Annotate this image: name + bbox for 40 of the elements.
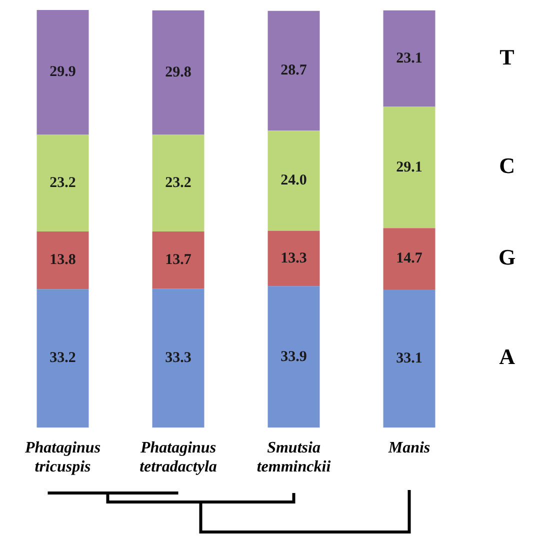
bar xyxy=(36,134,89,232)
data-label: 33.3 xyxy=(165,350,192,366)
bar xyxy=(36,289,89,428)
text: G xyxy=(498,244,516,270)
data-label: 13.3 xyxy=(280,250,307,266)
data-label: 13.7 xyxy=(165,252,192,268)
data-label: 28.7 xyxy=(280,62,308,79)
data-label: 14.7 xyxy=(396,250,423,267)
data-label: 29.8 xyxy=(165,64,192,80)
bar xyxy=(36,232,89,290)
bar xyxy=(152,134,204,232)
bar xyxy=(383,290,436,428)
bar xyxy=(383,10,436,107)
x-tick-label: Smutsia temminckii xyxy=(256,439,332,476)
bar xyxy=(36,10,89,135)
bar xyxy=(268,130,320,231)
data-label: 23.1 xyxy=(396,50,422,66)
data-label: 24.0 xyxy=(280,172,307,189)
bar xyxy=(268,286,320,428)
bar xyxy=(383,228,436,290)
data-label: 33.2 xyxy=(50,350,76,366)
data-label: 33.9 xyxy=(280,348,307,365)
bar xyxy=(152,10,204,135)
bar xyxy=(268,230,320,286)
x-tick-label: Manis xyxy=(387,439,430,456)
data-label: 29.9 xyxy=(50,64,76,80)
data-label: 29.1 xyxy=(396,159,422,176)
bar xyxy=(268,10,320,131)
data-label: 23.2 xyxy=(165,175,192,192)
x-tick-label: Phataginus tetradactyla xyxy=(139,439,217,476)
text: T xyxy=(500,44,515,70)
data-label: 23.2 xyxy=(50,175,76,192)
bar xyxy=(152,288,204,428)
text: A xyxy=(499,344,516,370)
bar xyxy=(383,106,436,228)
data-label: 13.8 xyxy=(50,252,76,268)
x-tick-label: Phataginus tricuspis xyxy=(24,439,101,476)
bar xyxy=(152,232,204,289)
data-label: 33.1 xyxy=(396,350,422,366)
text: C xyxy=(499,153,515,178)
